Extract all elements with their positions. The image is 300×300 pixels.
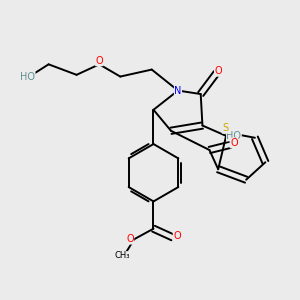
Text: HO: HO	[226, 131, 242, 141]
Text: CH₃: CH₃	[114, 251, 130, 260]
Text: N: N	[174, 85, 182, 96]
Text: O: O	[230, 138, 238, 148]
Text: O: O	[126, 234, 134, 244]
Text: O: O	[95, 56, 103, 66]
Text: O: O	[173, 231, 181, 241]
Text: S: S	[222, 123, 228, 133]
Text: O: O	[214, 66, 222, 76]
Text: HO: HO	[20, 72, 35, 82]
